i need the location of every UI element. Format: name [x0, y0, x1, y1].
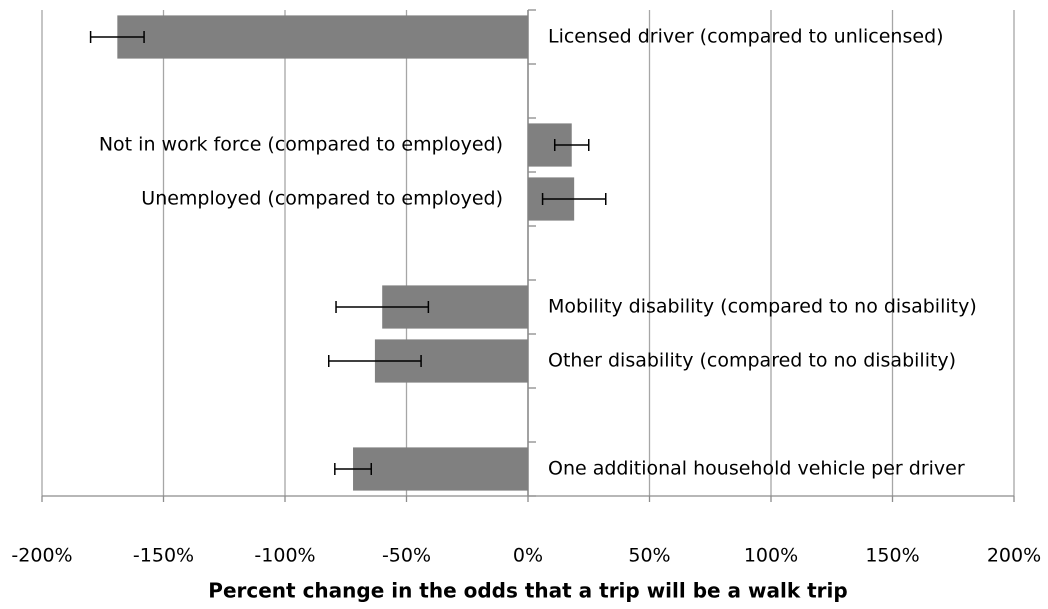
x-tick-label: 150% [865, 545, 919, 567]
category-label: Licensed driver (compared to unlicensed) [548, 26, 944, 48]
category-label: Unemployed (compared to employed) [141, 188, 503, 210]
x-tick-label: -100% [254, 545, 315, 567]
x-tick-label: 200% [987, 545, 1041, 567]
bar [353, 447, 528, 491]
x-tick-label: 100% [744, 545, 798, 567]
category-label: Other disability (compared to no disabil… [548, 350, 956, 372]
x-tick-label: 50% [628, 545, 670, 567]
error-bar [335, 301, 430, 313]
category-label: Not in work force (compared to employed) [99, 134, 503, 156]
error-bar [89, 31, 145, 43]
bar [117, 15, 528, 59]
error-bar [541, 193, 607, 205]
category-label: One additional household vehicle per dri… [548, 458, 965, 480]
x-tick-label: -150% [133, 545, 194, 567]
x-tick-label: -50% [382, 545, 431, 567]
error-bar [334, 463, 373, 475]
x-tick-label: -200% [11, 545, 72, 567]
error-bar [327, 355, 422, 367]
x-axis-title: Percent change in the odds that a trip w… [208, 579, 847, 603]
category-label: Mobility disability (compared to no disa… [548, 296, 977, 318]
error-bar [553, 139, 590, 151]
x-tick-label: 0% [513, 545, 543, 567]
